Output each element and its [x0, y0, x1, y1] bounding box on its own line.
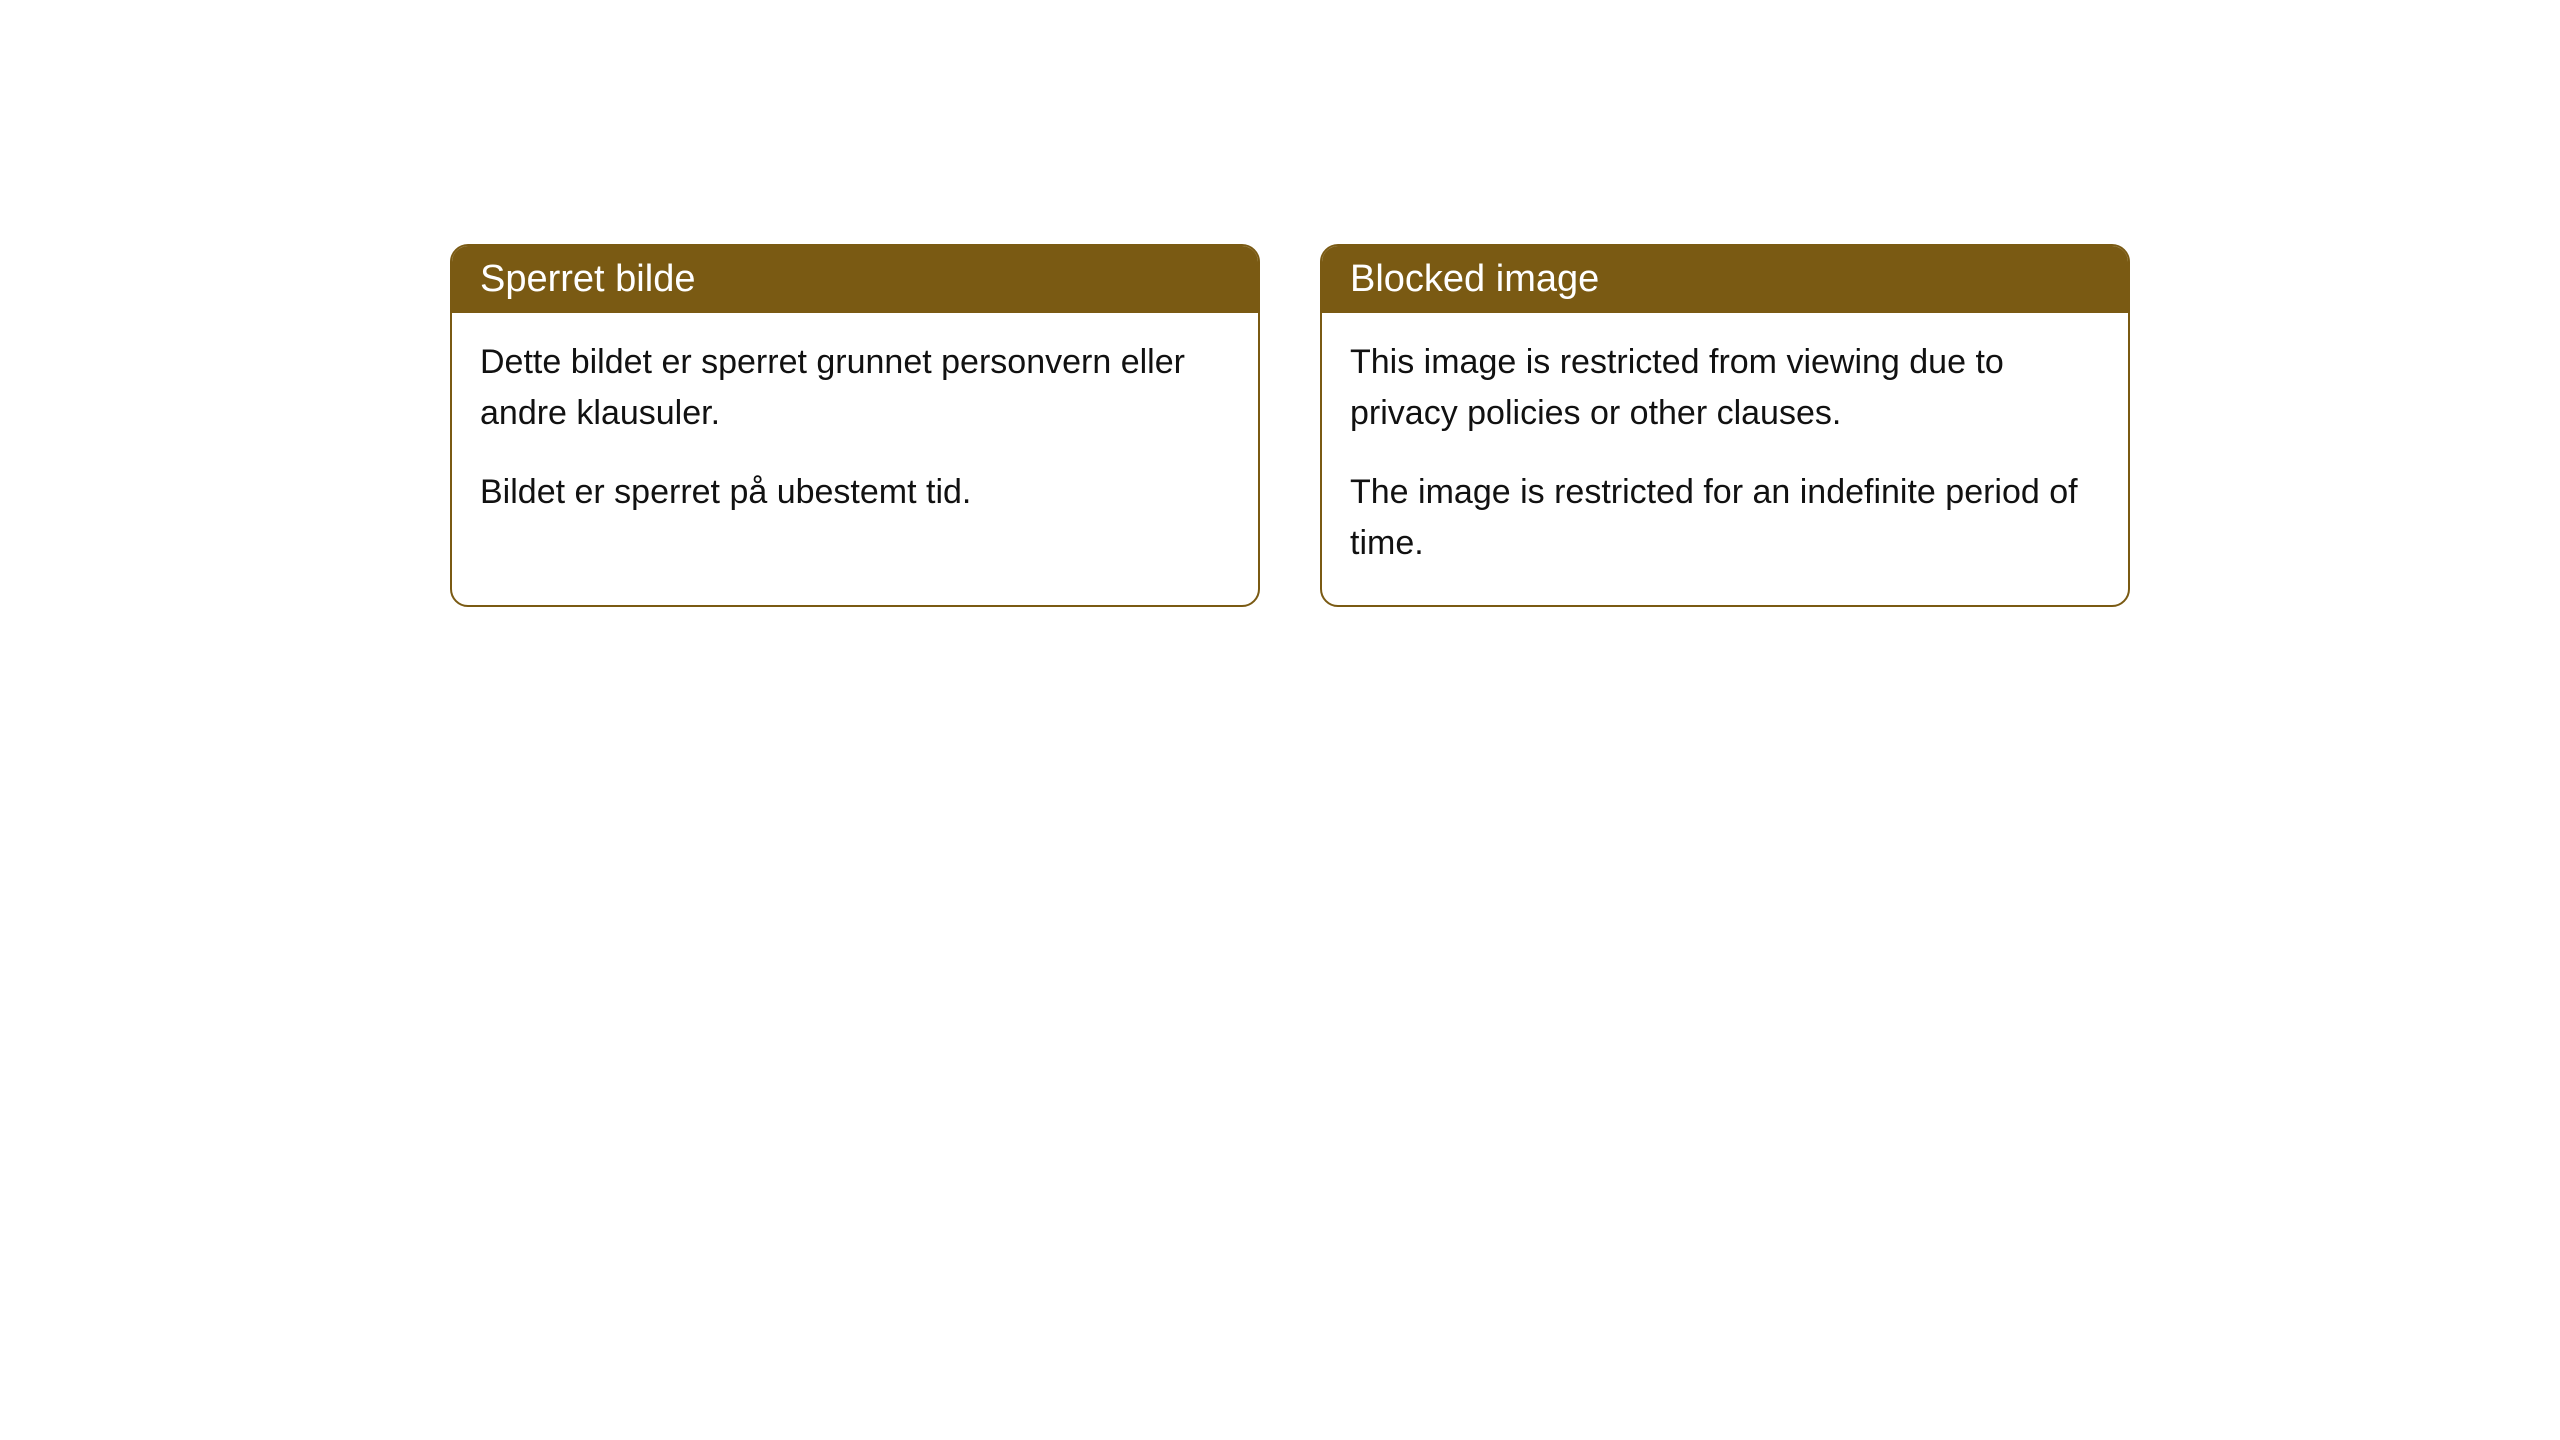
card-body: This image is restricted from viewing du… [1322, 313, 2128, 605]
blocked-image-card-english: Blocked image This image is restricted f… [1320, 244, 2130, 607]
card-paragraph: Dette bildet er sperret grunnet personve… [480, 337, 1230, 439]
card-paragraph: This image is restricted from viewing du… [1350, 337, 2100, 439]
card-paragraph: Bildet er sperret på ubestemt tid. [480, 467, 1230, 518]
card-title: Sperret bilde [480, 258, 695, 300]
card-body: Dette bildet er sperret grunnet personve… [452, 313, 1258, 554]
card-header: Blocked image [1322, 246, 2128, 313]
card-header: Sperret bilde [452, 246, 1258, 313]
card-paragraph: The image is restricted for an indefinit… [1350, 467, 2100, 569]
notice-cards-container: Sperret bilde Dette bildet er sperret gr… [450, 244, 2130, 607]
card-title: Blocked image [1350, 258, 1599, 300]
blocked-image-card-norwegian: Sperret bilde Dette bildet er sperret gr… [450, 244, 1260, 607]
